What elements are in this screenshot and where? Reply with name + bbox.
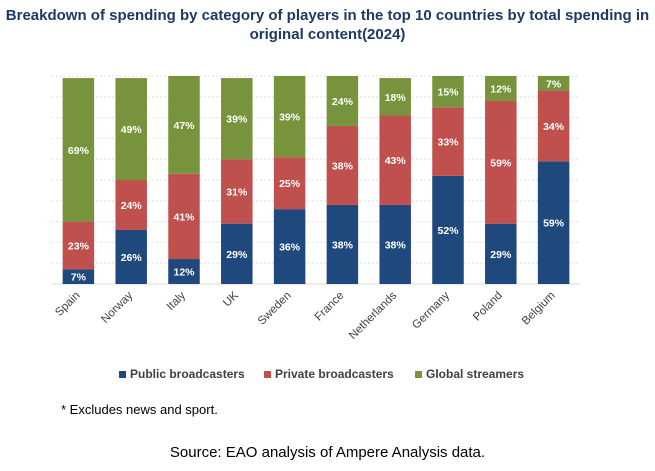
data-label: 39%	[226, 114, 248, 126]
data-label: 15%	[437, 87, 459, 99]
data-label: 24%	[332, 96, 354, 108]
bar-public-broadcasters-belgium	[537, 161, 570, 284]
legend: Public broadcasters Private broadcasters G…	[119, 367, 524, 381]
data-label: 12%	[490, 83, 512, 95]
data-label: 38%	[385, 239, 407, 251]
bar-global-streamers-norway	[115, 78, 147, 180]
data-label: 39%	[279, 112, 301, 124]
data-label: 38%	[332, 160, 354, 172]
bar-public-broadcasters-italy	[168, 259, 200, 284]
data-label: 31%	[226, 186, 248, 198]
legend-label: Private broadcasters	[275, 367, 394, 381]
bar-public-broadcasters-france	[326, 204, 359, 284]
data-label: 23%	[68, 241, 90, 253]
x-tick-label: Germany	[410, 289, 452, 331]
legend-swatch	[415, 371, 422, 378]
bar-public-broadcasters-germany	[432, 175, 464, 284]
data-label: 47%	[173, 120, 195, 132]
bar-global-streamers-france	[326, 76, 359, 126]
bar-global-streamers-italy	[168, 76, 200, 174]
data-label: 24%	[121, 200, 143, 212]
bar-global-streamers-germany	[432, 76, 464, 108]
footnote: * Excludes news and sport.	[61, 402, 218, 417]
bars: 7% 23% 69% 26% 24% 49% 12% 41% 47% 29% 31% 39% 36% 25…	[62, 76, 570, 284]
chart-title: Breakdown of spending by category of pla…	[5, 7, 650, 43]
data-label: 36%	[279, 242, 301, 254]
x-tick-label: Belgium	[520, 290, 558, 328]
data-label: 33%	[437, 137, 459, 149]
data-label: 25%	[279, 178, 301, 190]
data-label: 59%	[543, 218, 565, 230]
x-tick-label: Poland	[471, 290, 505, 324]
category-labels: Spain Norway Italy UK Sweden France Netherland…	[53, 289, 557, 342]
data-label: 29%	[490, 249, 512, 261]
bar-private-broadcasters-norway	[115, 180, 147, 230]
bar-public-broadcasters-norway	[115, 229, 147, 284]
data-label: 43%	[385, 155, 407, 167]
bar-private-broadcasters-netherlands	[379, 115, 411, 205]
bar-global-streamers-spain	[62, 78, 95, 222]
data-label: 7%	[71, 272, 87, 284]
x-tick-label: Norway	[99, 289, 135, 325]
bar-public-broadcasters-spain	[62, 269, 95, 284]
bar-private-broadcasters-germany	[432, 107, 464, 176]
data-label: 18%	[385, 92, 407, 104]
bar-private-broadcasters-uk	[221, 159, 253, 224]
legend-swatch	[264, 371, 271, 378]
x-tick-label: France	[313, 290, 347, 324]
x-tick-label: Netherlands	[347, 289, 400, 342]
bar-global-streamers-uk	[221, 78, 253, 160]
bar-global-streamers-poland	[485, 76, 517, 101]
bar-private-broadcasters-france	[326, 125, 359, 205]
data-label: 7%	[546, 78, 562, 90]
x-tick-label: Spain	[53, 290, 82, 319]
bar-public-broadcasters-sweden	[273, 209, 306, 284]
bar-private-broadcasters-poland	[485, 100, 517, 224]
data-label: 29%	[226, 249, 248, 261]
bar-private-broadcasters-italy	[168, 173, 200, 260]
legend-swatch	[119, 371, 126, 378]
data-label: 69%	[68, 145, 90, 157]
bar-global-streamers-netherlands	[379, 78, 411, 116]
data-label: 34%	[543, 121, 565, 133]
data-label: 26%	[121, 252, 143, 264]
data-label: 49%	[121, 124, 143, 136]
bar-public-broadcasters-netherlands	[379, 204, 411, 284]
stacked-bar-chart: 7% 23% 69% 26% 24% 49% 12% 41% 47% 29% 31% 39% 36% 25…	[52, 75, 580, 381]
legend-label: Global streamers	[426, 367, 524, 381]
bar-global-streamers-sweden	[273, 76, 306, 158]
bar-private-broadcasters-sweden	[273, 157, 306, 210]
data-label: 12%	[173, 267, 195, 279]
bar-public-broadcasters-poland	[485, 223, 517, 284]
x-tick-label: Italy	[165, 289, 189, 313]
bar-private-broadcasters-belgium	[537, 90, 570, 162]
x-tick-label: Sweden	[256, 290, 294, 328]
source-note: Source: EAO analysis of Ampere Analysis …	[169, 444, 486, 461]
data-label: 59%	[490, 157, 512, 169]
legend-label: Public broadcasters	[130, 367, 245, 381]
bar-global-streamers-belgium	[537, 76, 570, 91]
bar-public-broadcasters-uk	[221, 223, 253, 284]
bar-private-broadcasters-spain	[62, 221, 95, 270]
data-label: 52%	[437, 225, 459, 237]
x-tick-label: UK	[221, 289, 241, 309]
data-label: 38%	[332, 239, 354, 251]
data-label: 41%	[173, 211, 195, 223]
